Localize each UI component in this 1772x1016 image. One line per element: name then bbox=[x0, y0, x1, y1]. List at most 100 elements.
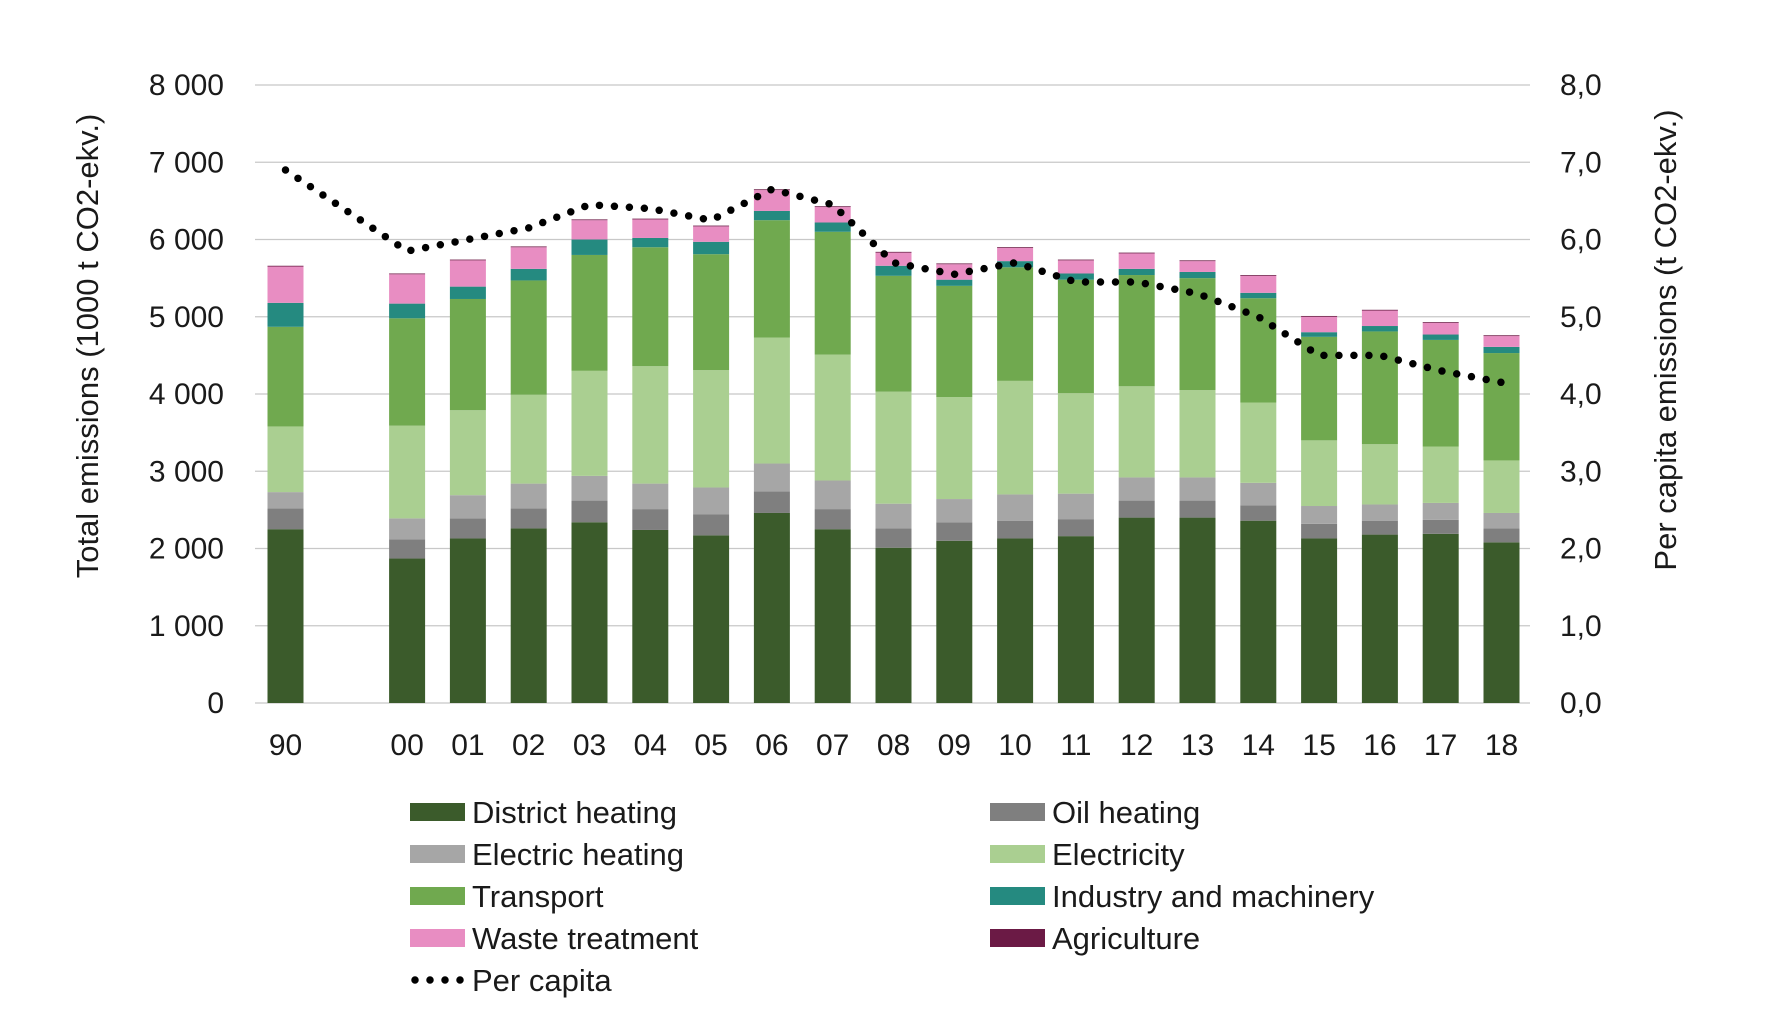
x-tick-label: 05 bbox=[694, 729, 727, 762]
bar-segment bbox=[632, 247, 669, 367]
bar-segment bbox=[632, 509, 669, 530]
bar-segment bbox=[449, 298, 486, 411]
bar-segment bbox=[753, 210, 790, 221]
bar-segment bbox=[1179, 261, 1216, 272]
x-tick-label: 14 bbox=[1242, 729, 1275, 762]
bar-segment bbox=[814, 480, 851, 510]
x-tick-label: 09 bbox=[938, 729, 971, 762]
bar-segment bbox=[571, 219, 608, 221]
bar-segment bbox=[693, 514, 730, 536]
bar-segment bbox=[936, 263, 973, 265]
right-axis-ticks: 0,0 1,0 2,0 3,0 4,0 5,0 6,0 7,0 8,0 bbox=[1560, 69, 1602, 720]
bar-segment bbox=[632, 218, 669, 220]
legend-swatch bbox=[410, 803, 465, 821]
left-axis-ticks: 0 1 000 2 000 3 000 4 000 5 000 6 000 7 000 8 00… bbox=[149, 69, 224, 720]
x-tick-label: 03 bbox=[573, 729, 606, 762]
bar-segment bbox=[1240, 275, 1277, 293]
x-tick-label: 13 bbox=[1181, 729, 1214, 762]
bar-segment bbox=[389, 274, 426, 304]
bar-segment bbox=[389, 518, 426, 540]
x-tick-label: 08 bbox=[877, 729, 910, 762]
bar-segment bbox=[1483, 542, 1520, 703]
bar-segment bbox=[389, 303, 426, 319]
legend-label: District heating bbox=[472, 795, 677, 830]
bar-segment bbox=[936, 285, 973, 398]
bar-segment bbox=[693, 241, 730, 255]
bar-segment bbox=[693, 254, 730, 371]
per-capita-line bbox=[281, 166, 1506, 387]
bar-segment bbox=[875, 265, 912, 276]
x-tick-label: 11 bbox=[1060, 729, 1091, 762]
bar-stack-16 bbox=[1361, 309, 1398, 703]
bar-segment bbox=[267, 492, 304, 509]
bar-segment bbox=[753, 512, 790, 703]
bar-segment bbox=[1422, 322, 1459, 323]
bar-segment bbox=[1483, 335, 1520, 337]
bar-stack-06 bbox=[753, 189, 790, 703]
bar-segment bbox=[267, 529, 304, 703]
bar-segment bbox=[814, 206, 851, 208]
bar-segment bbox=[510, 246, 547, 248]
legend-swatch bbox=[410, 887, 465, 905]
bar-segment bbox=[1118, 253, 1155, 269]
bar-stack-13 bbox=[1179, 260, 1216, 703]
right-tick-label: 2,0 bbox=[1560, 533, 1602, 566]
x-tick-label: 12 bbox=[1120, 729, 1153, 762]
left-tick-label: 3 000 bbox=[149, 455, 224, 488]
bar-segment bbox=[389, 425, 426, 519]
bar-segment bbox=[389, 539, 426, 559]
bar-segment bbox=[1483, 460, 1520, 513]
bar-segment bbox=[997, 267, 1034, 381]
legend-label: Electricity bbox=[1052, 837, 1185, 872]
x-tick-label: 02 bbox=[512, 729, 545, 762]
bar-segment bbox=[1361, 444, 1398, 505]
bar-stack-17 bbox=[1422, 322, 1459, 703]
bar-segment bbox=[936, 279, 973, 286]
bar-segment bbox=[510, 508, 547, 529]
stacked-bars bbox=[267, 189, 1520, 703]
bar-segment bbox=[814, 222, 851, 232]
bar-segment bbox=[1057, 273, 1094, 280]
bar-segment bbox=[875, 503, 912, 529]
legend-label: Waste treatment bbox=[472, 921, 699, 956]
bar-segment bbox=[510, 528, 547, 703]
legend-label: Industry and machinery bbox=[1052, 879, 1375, 914]
bar-segment bbox=[1240, 505, 1277, 521]
legend-item: Electric heating bbox=[410, 837, 684, 872]
x-axis-ticks: 90 00 01 02 03 04 05 06 07 08 09 10 11 12 13 14 15 16 17 18 bbox=[269, 729, 1518, 762]
bar-stack-15 bbox=[1301, 315, 1338, 703]
bar-stack-10 bbox=[997, 247, 1034, 703]
legend-swatch bbox=[990, 929, 1045, 947]
bar-segment bbox=[936, 540, 973, 703]
bar-segment bbox=[693, 487, 730, 515]
left-tick-label: 0 bbox=[207, 687, 224, 720]
bar-segment bbox=[1422, 446, 1459, 503]
bar-segment bbox=[267, 508, 304, 530]
bar-stack-09 bbox=[936, 263, 973, 703]
bar-segment bbox=[1483, 512, 1520, 529]
bar-segment bbox=[753, 337, 790, 464]
bar-segment bbox=[1240, 482, 1277, 506]
bar-segment bbox=[1301, 336, 1338, 441]
bar-segment bbox=[1118, 252, 1155, 254]
bar-segment bbox=[632, 529, 669, 703]
bar-segment bbox=[753, 220, 790, 338]
legend-item: Industry and machinery bbox=[990, 879, 1375, 914]
bar-segment bbox=[449, 410, 486, 496]
x-tick-label: 06 bbox=[755, 729, 788, 762]
bar-segment bbox=[1301, 506, 1338, 524]
bar-segment bbox=[1483, 346, 1520, 354]
bar-segment bbox=[1240, 402, 1277, 483]
legend-item: Per capita bbox=[411, 963, 612, 998]
bar-segment bbox=[693, 225, 730, 227]
right-tick-label: 8,0 bbox=[1560, 69, 1602, 102]
bar-segment bbox=[1240, 275, 1277, 276]
legend-swatch bbox=[990, 887, 1045, 905]
bar-segment bbox=[1057, 519, 1094, 537]
bar-segment bbox=[875, 391, 912, 504]
x-tick-label: 18 bbox=[1485, 729, 1518, 762]
bar-segment bbox=[1057, 393, 1094, 494]
bar-segment bbox=[571, 239, 608, 255]
bar-segment bbox=[997, 520, 1034, 539]
